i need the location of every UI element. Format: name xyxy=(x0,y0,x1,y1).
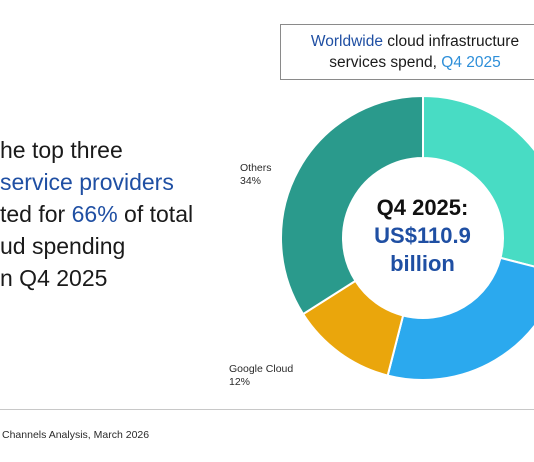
headline-line-2: service providers xyxy=(0,169,174,195)
source-note: Channels Analysis, March 2026 xyxy=(2,429,150,441)
google-cloud-label: Google Cloud 12% xyxy=(229,363,293,389)
chart-title-line-1: Worldwide cloud infrastructure xyxy=(281,31,534,52)
center-period: Q4 2025: xyxy=(376,195,469,220)
headline-line-3: ted for 66% of total xyxy=(0,198,230,230)
chart-title-services: services spend, xyxy=(329,54,442,71)
center-unit: billion xyxy=(390,251,455,276)
headline-percent: 66% xyxy=(71,201,118,227)
footer-divider xyxy=(0,409,534,410)
headline: he top three service providers ted for 6… xyxy=(0,134,230,294)
donut-slice-others xyxy=(280,94,424,316)
donut-slice-1 xyxy=(422,94,534,268)
headline-line-5: n Q4 2025 xyxy=(0,265,108,291)
chart-title-rest: cloud infrastructure xyxy=(382,33,520,50)
others-label-pct: 34% xyxy=(240,175,262,187)
donut-center-text: Q4 2025: US$110.9 billion xyxy=(345,194,500,278)
chart-title-worldwide: Worldwide xyxy=(310,33,383,50)
donut-slice-2 xyxy=(386,256,534,381)
donut-slices xyxy=(280,94,534,381)
center-amount: US$110.9 xyxy=(374,223,471,248)
headline-line-3a: ted for xyxy=(0,201,72,227)
headline-line-3b: of total xyxy=(117,201,194,227)
chart-title-box: Worldwide cloud infrastructure services … xyxy=(280,24,534,80)
google-cloud-label-pct: 12% xyxy=(229,376,251,388)
chart-title-line-2: services spend, Q4 2025 xyxy=(281,52,534,73)
others-label: Others 34% xyxy=(240,162,272,188)
headline-line-4: ud spending xyxy=(0,233,126,259)
chart-title-period: Q4 2025 xyxy=(441,54,501,71)
others-label-name: Others xyxy=(240,162,272,174)
headline-line-1: he top three xyxy=(0,137,123,163)
google-cloud-label-name: Google Cloud xyxy=(229,363,294,375)
